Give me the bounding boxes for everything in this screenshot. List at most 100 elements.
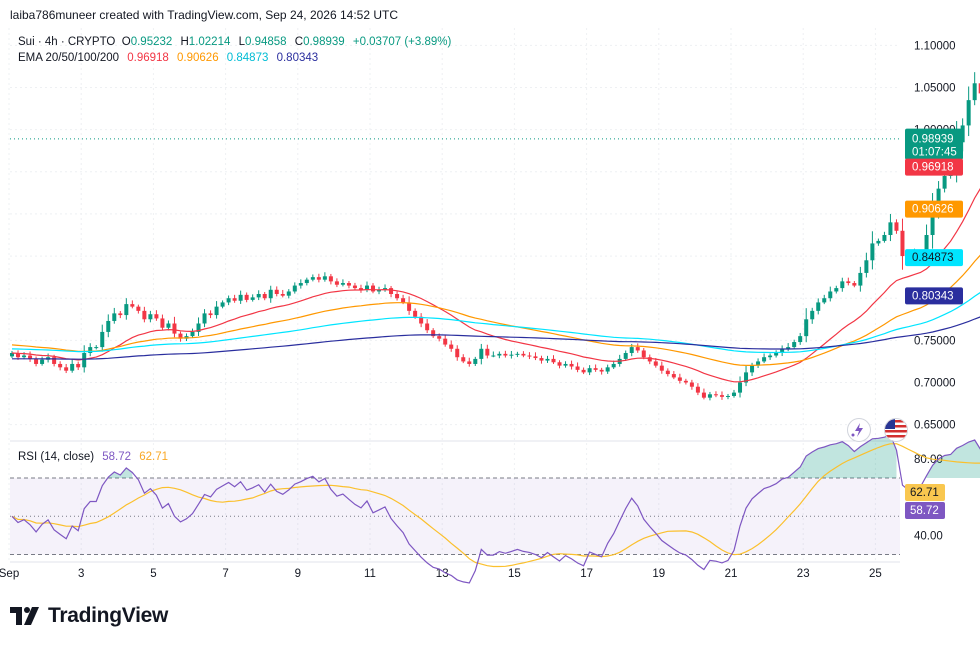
candle-body [40, 359, 45, 364]
candle-body [467, 361, 472, 364]
candle-body [16, 353, 21, 358]
candle-body [551, 358, 556, 363]
candle-body [864, 260, 869, 273]
ema-label[interactable]: EMA 20/50/100/200 [18, 52, 120, 64]
candle-body [220, 302, 225, 307]
candle-body [858, 272, 863, 286]
change-value: +0.03707 (+3.89%) [352, 36, 452, 48]
candle-body [244, 294, 249, 300]
rsi-overbought-fill [926, 440, 980, 479]
candle-body [870, 243, 875, 261]
candle-body [94, 347, 99, 349]
candle-body [936, 188, 941, 210]
candle-body [389, 288, 394, 294]
ema-price-label: 0.96918 [912, 162, 954, 174]
ema-price-label: 0.84873 [912, 252, 954, 264]
candle-body [118, 313, 123, 316]
candle-body [876, 240, 881, 244]
candle-body [900, 230, 905, 257]
candle-body [238, 294, 243, 301]
rsi-label[interactable]: RSI (14, close) [18, 451, 95, 463]
candle-body [364, 285, 369, 290]
time-tick-label: 19 [652, 568, 665, 580]
last-price-badge [905, 128, 963, 160]
candle-body [575, 366, 580, 370]
candle-body [274, 289, 279, 294]
candle-body [322, 276, 327, 280]
candle-body [413, 310, 418, 317]
candle-body [533, 356, 538, 359]
candle-body [22, 355, 27, 358]
candle-body [942, 176, 947, 189]
ema50-value: 0.90626 [177, 52, 219, 64]
candle-body [208, 313, 213, 316]
candle-body [425, 323, 430, 331]
candle-body [713, 394, 718, 396]
time-tick-label: 15 [508, 568, 521, 580]
candle-body [647, 357, 652, 362]
candle-body [395, 294, 400, 299]
candle-body [683, 380, 688, 383]
time-tick-label: 21 [725, 568, 738, 580]
time-tick-label: 5 [150, 568, 156, 580]
candle-body [611, 363, 616, 368]
candle-body [202, 313, 207, 324]
candle-body [521, 353, 526, 356]
candle-body [172, 323, 177, 334]
lightning-icon[interactable] [847, 418, 871, 442]
candle-body [539, 358, 544, 361]
time-tick-label: 17 [580, 568, 593, 580]
us-flag-icon [884, 418, 908, 442]
candle-body [214, 306, 219, 316]
candle-body [358, 288, 363, 290]
candle-body [780, 348, 785, 353]
candle-body [250, 297, 255, 300]
ema-price-label: 0.90626 [912, 204, 954, 216]
candle-body [256, 294, 261, 298]
candle-body [569, 363, 574, 367]
candle-body [166, 323, 171, 328]
high-label: H [180, 36, 189, 48]
candle-body [701, 392, 706, 398]
candle-body [178, 333, 183, 339]
candle-body [10, 353, 15, 357]
candle-body [371, 285, 376, 292]
candle-body [978, 83, 980, 94]
candle-body [304, 279, 309, 284]
time-tick-label: 3 [78, 568, 84, 580]
ema-price-badge [905, 249, 963, 267]
rsi-ma-line [11, 443, 980, 568]
candle-body [725, 395, 730, 397]
candle-body [473, 358, 478, 364]
candle-body [798, 336, 803, 343]
symbol-label[interactable]: Sui · 4h · CRYPTO [18, 36, 116, 48]
candle-body [112, 313, 117, 321]
candle-body [148, 314, 153, 320]
candle-body [840, 281, 845, 289]
rsi-ma-value: 62.71 [139, 451, 169, 463]
candle-body [491, 355, 496, 357]
candle-body [822, 298, 827, 303]
candle-body [846, 281, 851, 284]
time-tick-label: 23 [797, 568, 810, 580]
candle-body [545, 358, 550, 361]
candle-body [641, 350, 646, 358]
candle-body [34, 358, 39, 364]
candle-body [786, 347, 791, 349]
candle-body [750, 365, 755, 373]
price-tick-label: 0.75000 [914, 335, 956, 347]
candle-body [431, 330, 436, 337]
candle-body [707, 394, 712, 398]
rsi-tick-label: 40.00 [914, 530, 943, 542]
candle-body [52, 357, 57, 364]
candle-body [659, 365, 664, 371]
candle-body [581, 369, 586, 373]
candle-body [316, 277, 321, 280]
open-value: 0.95232 [130, 36, 173, 48]
candle-body [58, 363, 63, 368]
tradingview-logo[interactable]: TradingView [10, 604, 168, 628]
candle-body [346, 283, 351, 286]
candle-body [479, 348, 484, 359]
candle-body [298, 283, 303, 286]
